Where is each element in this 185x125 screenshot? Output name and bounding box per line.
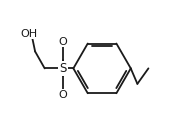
Text: S: S [59, 62, 67, 75]
Text: O: O [59, 37, 68, 47]
Text: O: O [59, 90, 68, 100]
Text: OH: OH [20, 29, 37, 39]
